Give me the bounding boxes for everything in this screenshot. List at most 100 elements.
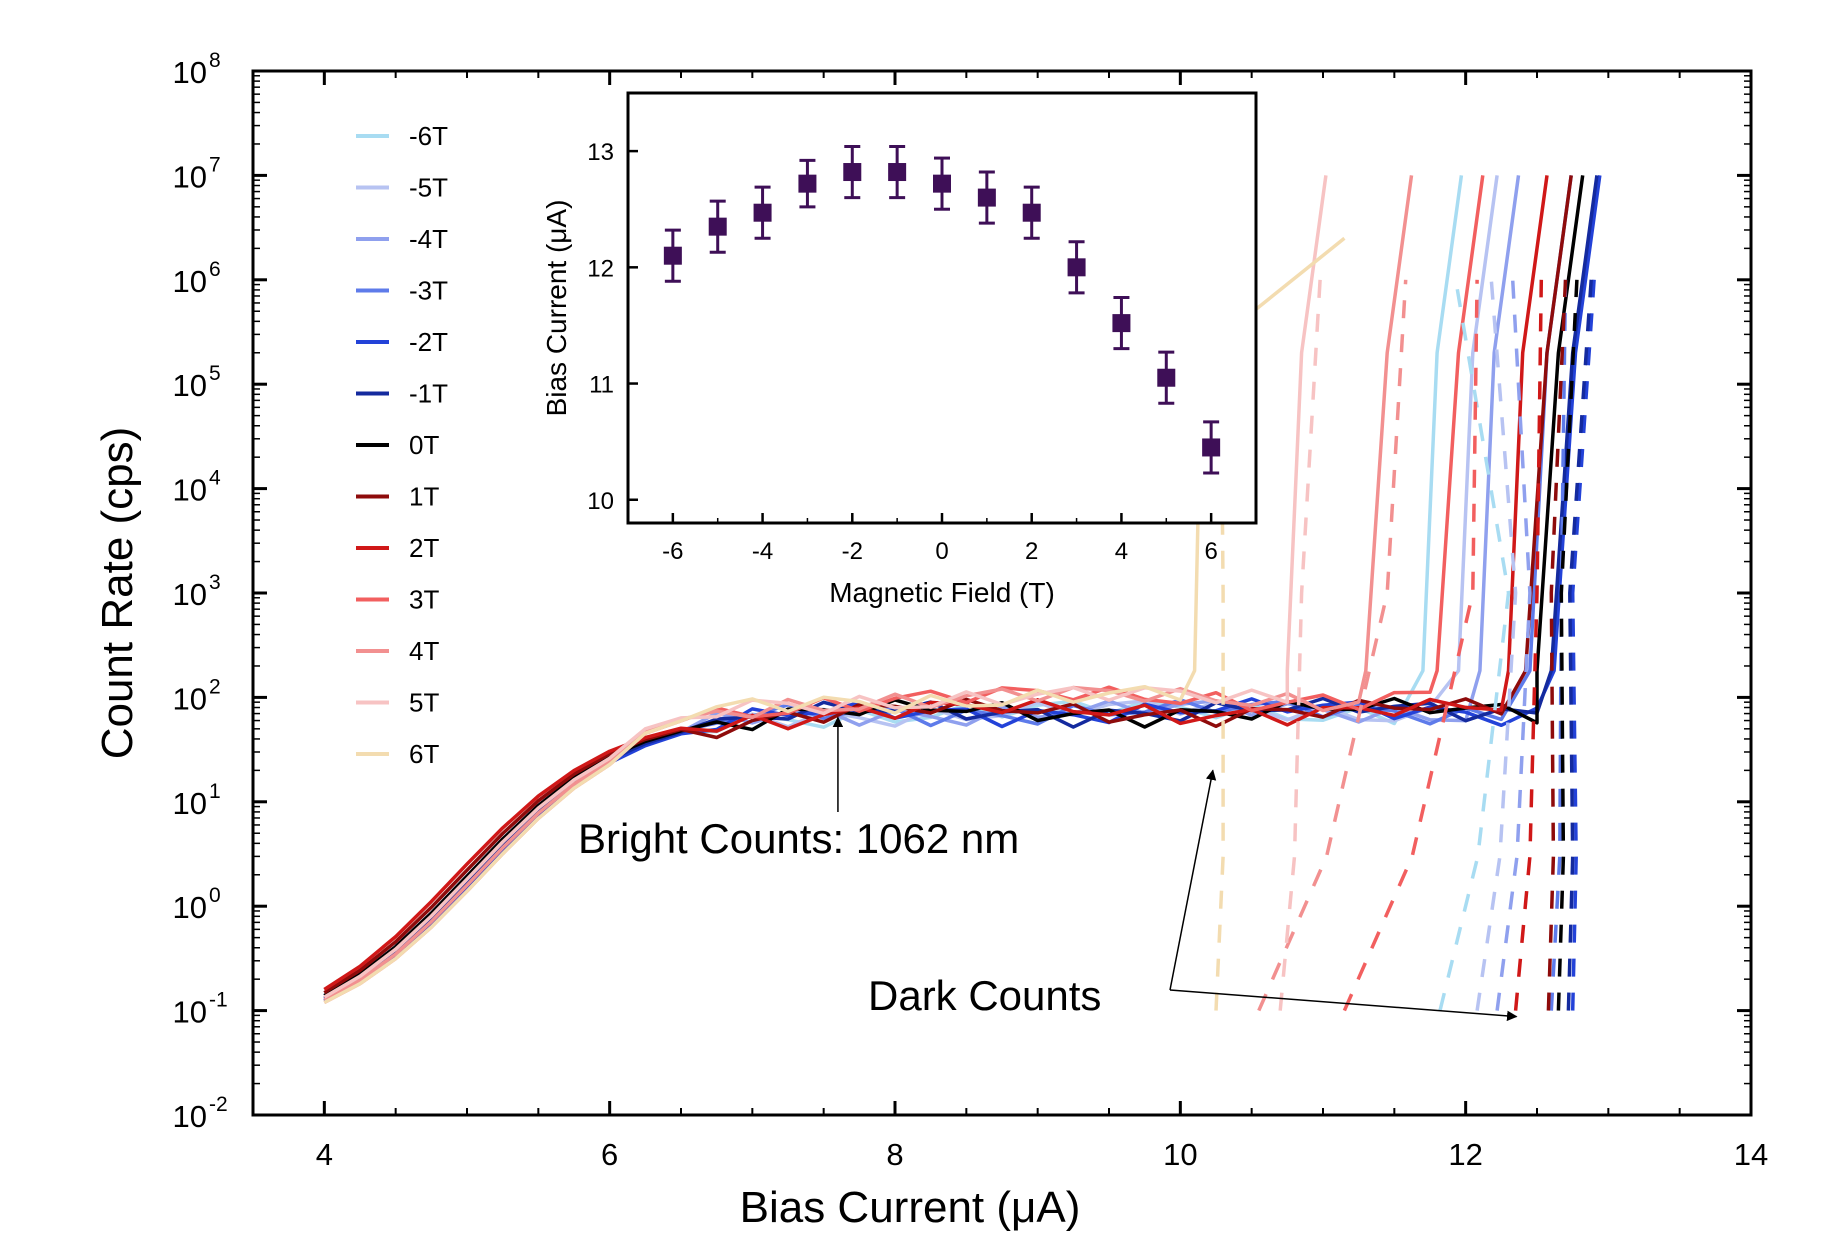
inset-point — [843, 144, 862, 200]
series-line-6T — [323, 236, 1346, 1004]
legend-label: -6T — [409, 121, 448, 151]
legend-item-5T: 5T — [356, 688, 439, 718]
series-line-1T — [323, 175, 1573, 995]
inset-y-axis-title: Bias Current (μA) — [541, 200, 572, 417]
legend-label: -5T — [409, 173, 448, 203]
dark-series-line--3T — [1549, 279, 1568, 1011]
inset-point — [708, 199, 727, 254]
dark-series-line-6T — [1214, 279, 1225, 1011]
y-tick-exponent: 0 — [209, 884, 221, 907]
legend-item--3T: -3T — [356, 276, 448, 306]
inset-marker — [1112, 314, 1131, 333]
legend-item--1T: -1T — [356, 379, 448, 409]
dark-series-line--1T — [1566, 279, 1593, 1011]
legend-label: 2T — [409, 533, 439, 563]
inset-chart: -6 -4 -2 0 2 4 6 10 11 12 13 Magnetic Field (T) B… — [541, 91, 1258, 608]
legend-item-2T: 2T — [356, 533, 439, 563]
x-tick-label: 14 — [1734, 1137, 1768, 1172]
legend-label: 6T — [409, 739, 439, 769]
annotation-arrows — [832, 716, 1518, 1022]
inset-point — [1202, 420, 1221, 475]
inset-x-axis-title: Magnetic Field (T) — [829, 577, 1055, 608]
legend-item-1T: 1T — [356, 482, 439, 512]
y-tick-exponent: 8 — [209, 49, 221, 72]
inset-marker — [843, 163, 862, 182]
legend-item--2T: -2T — [356, 327, 448, 357]
legend-label: 3T — [409, 585, 439, 615]
legend-label: 1T — [409, 482, 439, 512]
annotations: Bright Counts: 1062 nm Dark Counts — [578, 716, 1518, 1022]
bright-count-series — [323, 175, 1602, 1004]
legend: -6T -5T -4T -3T -2T -1T 0T 1T 2T 3T 4T 5T 6T — [356, 121, 448, 769]
inset-marker — [977, 188, 996, 207]
inset-point — [1157, 350, 1176, 405]
inset-point — [1022, 185, 1041, 240]
dark-series-line--2T — [1570, 279, 1596, 1011]
y-tick-exponent: 3 — [209, 571, 221, 594]
inset-marker — [663, 246, 682, 265]
inset-point — [1112, 296, 1131, 351]
legend-item--6T: -6T — [356, 121, 448, 151]
y-tick-label: 10 — [173, 786, 207, 821]
inset-marker — [753, 203, 772, 222]
inset-marker — [1157, 368, 1176, 387]
dark-series-line--4T — [1495, 279, 1532, 1011]
inset-x-axis: -6 -4 -2 0 2 4 6 — [627, 513, 1257, 565]
y-tick-label: 10 — [173, 1099, 207, 1134]
inset-marker — [888, 163, 907, 182]
y-tick-label: 10 — [173, 995, 207, 1030]
annotation-bright-counts: Bright Counts: 1062 nm — [578, 815, 1019, 862]
inset-x-tick-label: 2 — [1025, 538, 1038, 565]
y-tick-exponent: 4 — [209, 467, 221, 490]
x-axis-title: Bias Current (μA) — [740, 1183, 1081, 1232]
y-tick-label: 10 — [173, 159, 207, 194]
dark-series-line--6T — [1438, 279, 1511, 1012]
inset-data-points — [663, 144, 1221, 475]
legend-label: -1T — [409, 379, 448, 409]
annotation-dark-counts: Dark Counts — [868, 972, 1101, 1019]
legend-item--4T: -4T — [356, 224, 448, 254]
series-line-5T — [323, 175, 1328, 999]
legend-item--5T: -5T — [356, 173, 448, 203]
dark-series-line--5T — [1475, 279, 1518, 1011]
dark-counts-arrow-2 — [1169, 989, 1518, 1022]
dark-series-line-0T — [1556, 279, 1579, 1011]
inset-x-tick-label: -4 — [752, 538, 773, 565]
x-tick-label: 6 — [601, 1137, 618, 1172]
y-tick-exponent: -1 — [209, 989, 228, 1012]
legend-item-6T: 6T — [356, 739, 439, 769]
inset-x-tick-label: 6 — [1204, 538, 1217, 565]
y-tick-label: 10 — [173, 890, 207, 925]
x-tick-label: 4 — [316, 1137, 333, 1172]
dark-count-series — [1214, 279, 1596, 1012]
dark-series-line-1T — [1546, 279, 1568, 1011]
inset-y-axis: 10 11 12 13 — [587, 139, 638, 515]
y-tick-exponent: 1 — [209, 780, 221, 803]
inset-x-tick-label: -2 — [842, 538, 863, 565]
legend-label: 0T — [409, 430, 439, 460]
inset-point — [753, 185, 772, 240]
dark-series-line-4T — [1257, 279, 1408, 1012]
y-tick-exponent: 5 — [209, 362, 221, 385]
y-tick-exponent: 7 — [209, 153, 221, 176]
dark-counts-arrow-1 — [1169, 769, 1217, 991]
dark-series-line-2T — [1513, 279, 1544, 1011]
y-tick-label: 10 — [173, 577, 207, 612]
inset-point — [933, 156, 951, 211]
inset-y-tick-label: 12 — [587, 255, 614, 282]
x-tick-label: 12 — [1448, 1137, 1482, 1172]
inset-marker — [1202, 438, 1221, 457]
legend-label: -4T — [409, 224, 448, 254]
inset-y-tick-label: 10 — [587, 488, 614, 515]
dark-series-line-5T — [1278, 279, 1322, 1011]
legend-label: -2T — [409, 327, 448, 357]
y-tick-exponent: -2 — [209, 1093, 228, 1116]
inset-point — [798, 158, 817, 209]
y-tick-exponent: 2 — [209, 675, 221, 698]
legend-item-0T: 0T — [356, 430, 439, 460]
x-axis: 4 6 8 10 12 14 — [316, 71, 1768, 1172]
inset-marker — [798, 174, 817, 193]
legend-label: 4T — [409, 636, 439, 666]
